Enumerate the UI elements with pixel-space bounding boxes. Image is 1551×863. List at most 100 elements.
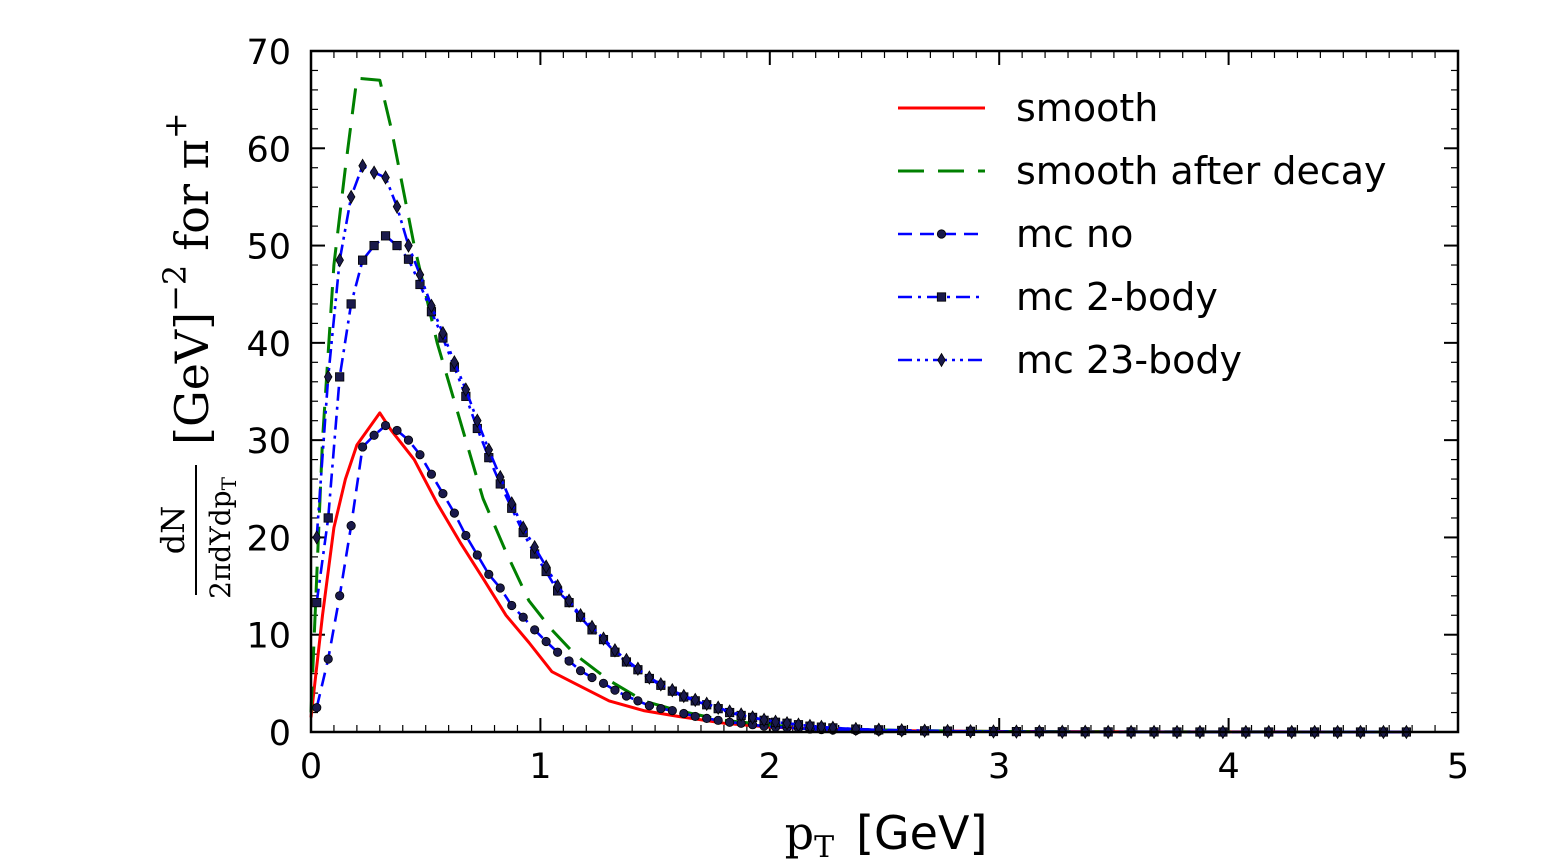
data-point	[346, 521, 356, 531]
y-axis-fraction-numerator: dN	[154, 506, 192, 554]
data-point	[507, 496, 516, 511]
data-point	[323, 654, 333, 664]
data-point	[564, 656, 574, 666]
data-point	[346, 299, 356, 309]
y-axis-suffix: for π	[165, 139, 219, 251]
data-point	[392, 199, 402, 214]
data-point	[495, 583, 505, 593]
data-point	[530, 539, 539, 555]
data-point	[461, 382, 471, 397]
data-point	[380, 231, 391, 241]
x-axis-symbol: p	[785, 806, 814, 860]
data-point	[392, 240, 402, 251]
x-tick-label: 3	[988, 747, 1010, 787]
y-axis-suffix-sup: +	[156, 112, 194, 139]
data-point	[782, 715, 792, 731]
data-point	[656, 704, 666, 714]
legend-marker	[936, 229, 947, 239]
data-point	[598, 678, 609, 688]
data-point	[690, 711, 700, 722]
x-tick-label: 2	[759, 747, 781, 787]
x-tick-label: 1	[529, 747, 551, 787]
data-point	[725, 704, 734, 719]
x-tick-label: 5	[1447, 747, 1469, 787]
data-point	[450, 355, 459, 370]
data-point	[541, 636, 551, 647]
data-point	[920, 723, 929, 739]
data-point	[587, 672, 597, 683]
data-point	[335, 591, 345, 601]
legend-entry: smooth	[898, 86, 1158, 130]
data-point	[323, 513, 333, 523]
y-tick-label: 40	[246, 325, 291, 365]
data-point	[312, 530, 321, 545]
data-point	[358, 442, 368, 452]
data-point	[817, 719, 826, 735]
data-point	[668, 682, 677, 698]
data-point	[587, 619, 597, 635]
legend-label: mc 23-body	[1016, 338, 1242, 382]
plot-frame	[309, 49, 1460, 734]
data-point	[495, 469, 505, 485]
data-point	[438, 489, 448, 499]
data-point	[518, 612, 528, 622]
data-point	[633, 661, 643, 677]
data-point	[461, 530, 471, 541]
data-point	[392, 425, 402, 436]
x-tick-label: 4	[1217, 747, 1239, 787]
data-point	[564, 593, 574, 608]
data-point	[736, 707, 746, 722]
data-point	[667, 705, 677, 716]
data-point	[312, 598, 322, 608]
data-point	[702, 696, 711, 712]
data-point	[369, 165, 379, 180]
y-tick-label: 10	[246, 617, 291, 657]
y-axis-exponent: −2	[156, 265, 194, 312]
data-point	[621, 691, 632, 701]
legend-entry: mc no	[898, 212, 1133, 256]
data-point	[358, 255, 368, 265]
data-point	[415, 450, 425, 460]
legend-marker	[937, 352, 946, 368]
x-tick-label: 0	[300, 747, 322, 787]
legend-label: mc no	[1016, 212, 1133, 256]
data-point	[335, 372, 345, 382]
data-point	[507, 600, 517, 611]
y-axis-unit: [GeV]	[165, 312, 219, 445]
data-point	[576, 607, 585, 623]
data-point	[679, 708, 689, 719]
data-point	[415, 267, 425, 283]
data-point	[530, 625, 540, 635]
data-point	[897, 723, 906, 738]
legend: smooth smooth after decay mc no mc 2-body mc…	[898, 86, 1387, 382]
data-point	[748, 710, 757, 725]
data-point	[369, 240, 379, 251]
legend-label: smooth	[1016, 86, 1158, 130]
y-tick-label: 60	[246, 130, 291, 170]
data-point	[575, 666, 586, 676]
data-point	[404, 238, 413, 253]
data-point	[759, 712, 769, 728]
legend-entry: mc 23-body	[898, 338, 1242, 382]
data-point	[599, 631, 608, 646]
data-point	[484, 569, 494, 579]
data-point	[725, 717, 735, 727]
data-point	[381, 170, 390, 185]
data-point	[369, 430, 379, 440]
data-point	[622, 652, 631, 668]
y-tick-label: 50	[246, 228, 291, 268]
data-point	[713, 700, 723, 715]
y-axis-unit-group: [GeV]−2 for π+	[156, 112, 219, 445]
y-tick-label: 30	[246, 422, 291, 462]
data-point	[679, 688, 689, 704]
data-point	[656, 677, 666, 692]
legend-entry: smooth after decay	[898, 149, 1387, 193]
data-point	[472, 550, 482, 560]
data-point	[644, 701, 654, 711]
y-tick-label: 70	[246, 33, 291, 73]
data-point	[403, 254, 414, 264]
data-point	[771, 714, 780, 730]
data-point	[323, 369, 333, 385]
x-axis-subscript: T	[814, 830, 834, 863]
